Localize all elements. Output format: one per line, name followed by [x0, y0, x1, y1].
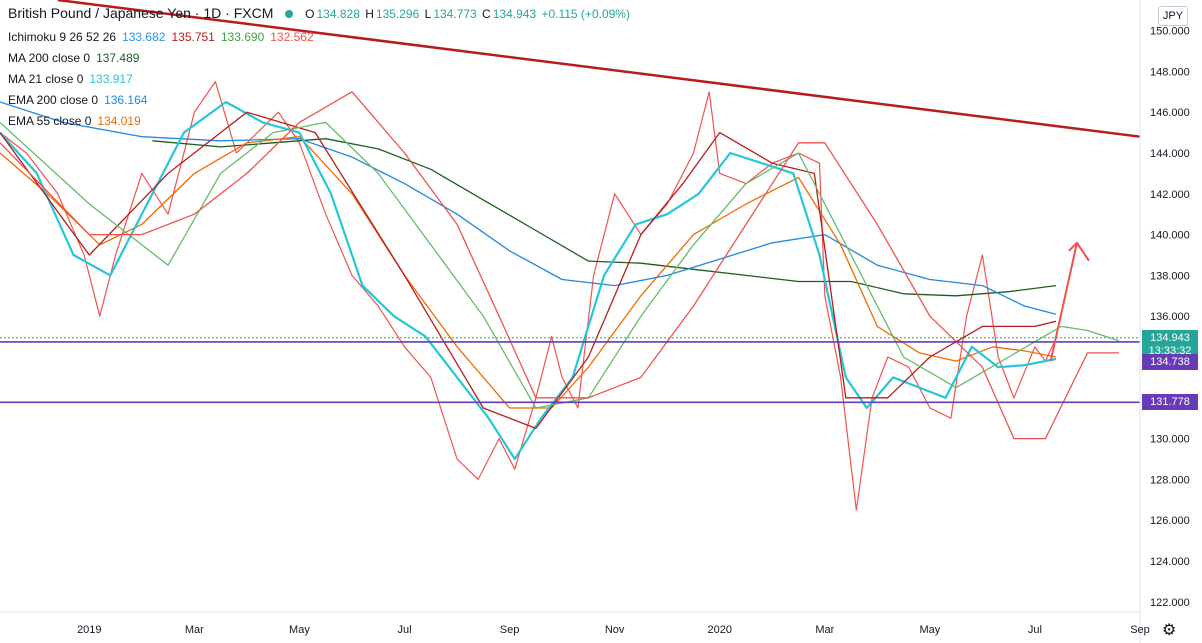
indicator-value: 137.489	[96, 51, 140, 65]
y-tick-label: 122.000	[1150, 597, 1190, 609]
series-line	[0, 121, 1120, 409]
open-label: O	[305, 7, 315, 21]
x-tick-label: May	[919, 624, 940, 636]
forecast-arrow[interactable]	[1049, 242, 1078, 362]
indicator-row[interactable]: MA 21 close 0 133.917	[8, 72, 139, 86]
symbol-title[interactable]: British Pound / Japanese Yen · 1D · FXCM	[8, 5, 274, 21]
high-value: 135.296	[375, 7, 420, 21]
x-tick-label: May	[289, 624, 310, 636]
y-tick-label: 150.000	[1150, 26, 1190, 38]
indicator-name: MA 21 close 0	[8, 72, 84, 86]
indicator-name: EMA 55 close 0	[8, 114, 92, 128]
price-tag: 134.738	[1142, 354, 1198, 371]
x-tick-label: Jul	[397, 624, 411, 636]
y-tick-label: 130.000	[1150, 434, 1190, 446]
y-tick-label: 126.000	[1150, 515, 1190, 527]
series-line	[0, 136, 1057, 409]
indicator-row[interactable]: MA 200 close 0 137.489	[8, 51, 145, 65]
series-line	[0, 91, 1119, 440]
y-tick-label: 128.000	[1150, 474, 1190, 486]
indicator-value: 133.682	[122, 30, 166, 44]
symbol-row: British Pound / Japanese Yen · 1D · FXCM…	[8, 5, 634, 21]
series-line	[0, 111, 1057, 430]
close-label: C	[482, 7, 491, 21]
series-line	[0, 100, 1057, 461]
time-axis[interactable]: 2019 Mar May Jul Sep Nov 2020 Mar May Jul Sep	[77, 624, 1150, 636]
arrow-head	[1068, 241, 1090, 262]
x-tick-label: Jul	[1028, 624, 1042, 636]
change-value: +0.115 (+0.09%)	[541, 7, 630, 21]
gear-icon[interactable]: ⚙	[1162, 622, 1177, 639]
series-line	[152, 138, 1056, 297]
y-tick-label: 142.000	[1150, 189, 1190, 201]
indicator-name: MA 200 close 0	[8, 51, 91, 65]
indicator-row[interactable]: EMA 55 close 0 134.019	[8, 114, 147, 128]
indicator-value: 136.164	[104, 93, 148, 107]
y-tick-label: 148.000	[1150, 66, 1190, 78]
y-tick-label: 140.000	[1150, 230, 1190, 242]
x-tick-label: Mar	[815, 624, 834, 636]
indicator-value: 134.019	[97, 114, 141, 128]
x-tick-label: Sep	[1130, 624, 1150, 636]
y-tick-label: 144.000	[1150, 148, 1190, 160]
indicator-value: 132.562	[270, 30, 314, 44]
indicator-value: 135.751	[171, 30, 215, 44]
series-line	[0, 80, 1057, 511]
high-label: H	[365, 7, 374, 21]
x-tick-label: 2019	[77, 624, 101, 636]
y-tick-label: 124.000	[1150, 556, 1190, 568]
y-tick-label: 136.000	[1150, 311, 1190, 323]
indicator-row[interactable]: Ichimoku 9 26 52 26 133.682 135.751 133.690…	[8, 30, 320, 44]
annotation-layer	[0, 0, 1141, 404]
open-value: 134.828	[316, 7, 360, 21]
indicator-value: 133.917	[89, 72, 133, 86]
series-line	[0, 101, 1057, 315]
price-axis[interactable]: 122.000124.000126.000128.000130.000132.0…	[1150, 26, 1190, 609]
price-tag: 134.943	[1142, 329, 1198, 346]
indicator-value: 133.690	[220, 30, 265, 44]
trendline[interactable]	[57, 0, 1141, 138]
x-tick-label: Mar	[185, 624, 204, 636]
market-status-icon	[285, 10, 294, 19]
series-layer	[0, 80, 1120, 511]
close-value: 134.943	[492, 7, 537, 21]
x-tick-label: Nov	[605, 624, 625, 636]
currency-badge[interactable]: JPY	[1158, 6, 1188, 26]
y-tick-label: 146.000	[1150, 107, 1190, 119]
y-tick-label: 138.000	[1150, 270, 1190, 282]
price-tag: 131.778	[1142, 394, 1198, 411]
low-value: 134.773	[433, 7, 477, 21]
x-tick-label: 2020	[707, 624, 731, 636]
ohlc-values: O 134.828 H 135.296 L 134.773 C 134.943 +0.1…	[305, 7, 632, 21]
indicator-name: Ichimoku 9 26 52 26	[8, 30, 117, 44]
indicator-name: EMA 200 close 0	[8, 93, 99, 107]
low-label: L	[424, 7, 432, 21]
x-tick-label: Sep	[500, 624, 520, 636]
indicator-row[interactable]: EMA 200 close 0 136.164	[8, 93, 153, 107]
